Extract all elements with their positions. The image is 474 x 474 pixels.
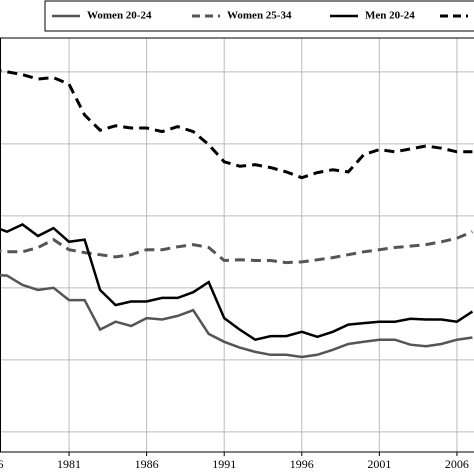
x-tick-label: 2001 (367, 457, 391, 471)
legend-label: Women 20-24 (87, 10, 152, 22)
legend-box (44, 0, 474, 32)
x-tick-label: 1981 (57, 457, 81, 471)
x-tick-label: 1976 (0, 457, 3, 471)
legend-label: Men 20-24 (365, 10, 415, 22)
x-tick-label: 2006 (445, 457, 469, 471)
series-line (0, 230, 473, 265)
x-tick-label: 1986 (135, 457, 159, 471)
series-line (0, 69, 473, 180)
series-line (0, 223, 474, 342)
x-tick-label: 1996 (290, 457, 314, 471)
x-tick-label: 1991 (212, 457, 236, 471)
plot-frame (0, 37, 474, 453)
legend-label: Women 25-34 (227, 10, 292, 22)
series-line (0, 274, 473, 359)
